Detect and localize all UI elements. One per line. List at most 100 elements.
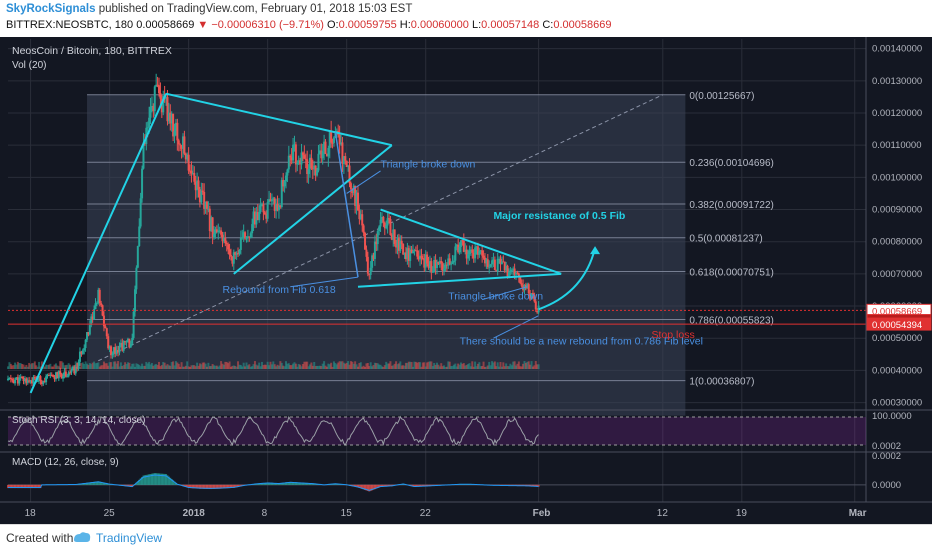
candle-body (378, 227, 380, 232)
fib-level-label: 0.618(0.00070751) (689, 267, 774, 278)
candle-body (158, 85, 160, 93)
x-tick-label: 19 (736, 508, 748, 519)
candle-body (206, 202, 208, 209)
candle-body (450, 264, 452, 265)
publish-info: published on TradingView.com, February 0… (99, 3, 413, 15)
candle-body (310, 158, 312, 168)
open-label: O: (327, 19, 339, 31)
candle-body (302, 153, 304, 156)
fib-level-label: 0.786(0.00055823) (689, 315, 774, 326)
candle-body (271, 200, 273, 202)
candle-body (296, 163, 298, 165)
candle-body (71, 370, 73, 372)
candle-body (316, 171, 318, 176)
chart-area[interactable]: 0(0.00125667) 0.236(0.00104696) 0.382(0.00… (0, 37, 932, 524)
candle-body (357, 193, 359, 211)
candle-body (111, 354, 113, 355)
candle-body (174, 131, 176, 136)
candle-body (483, 256, 485, 258)
tradingview-logo-icon (72, 530, 92, 544)
candle-body (459, 247, 461, 252)
candle-body (317, 154, 319, 171)
candle-body (440, 261, 442, 263)
candle-body (519, 277, 521, 284)
x-tick-label: 22 (420, 508, 432, 519)
candle-body (104, 326, 106, 328)
candle-body (426, 254, 428, 263)
candle-body (511, 270, 513, 271)
candle-body (394, 229, 396, 243)
candle-body (420, 256, 422, 258)
fib-level-label: 1(0.00036807) (689, 377, 754, 388)
candle-body (474, 247, 476, 258)
low-value: 0.00057148 (481, 19, 539, 31)
fib-level-label: 0.236(0.00104696) (689, 158, 774, 169)
candle-body (416, 250, 418, 256)
candle-body (82, 350, 84, 353)
candle-body (471, 250, 473, 253)
macd-line (8, 475, 539, 490)
annotation-label: Triangle broke down (448, 291, 543, 303)
fib-level-label: 0(0.00125667) (689, 91, 754, 102)
candle-body (481, 250, 483, 255)
x-tick-label: Feb (533, 508, 551, 519)
volume-bar (538, 364, 540, 369)
y-tick-label: 0.00100000 (872, 172, 922, 183)
candle-body (468, 250, 470, 254)
candle-body (178, 140, 180, 144)
candle-body (350, 183, 352, 189)
candle-body (308, 169, 310, 174)
candle-body (103, 316, 105, 327)
candle-body (238, 250, 240, 254)
y-tick-label: 0.00090000 (872, 205, 922, 216)
footer: Created with TradingView (0, 524, 932, 551)
fib-level-label: 0.382(0.00091722) (689, 200, 774, 211)
candle-body (188, 155, 190, 171)
candle-body (110, 346, 112, 355)
candle-body (264, 212, 266, 214)
price-chart[interactable]: 0(0.00125667) 0.236(0.00104696) 0.382(0.00… (0, 37, 932, 524)
candle-body (365, 250, 367, 257)
stop-loss-label: Stop loss (652, 329, 695, 341)
candle-body (200, 191, 202, 203)
y-tick-label: 0.00070000 (872, 269, 922, 280)
author-link[interactable]: SkyRockSignals (6, 3, 95, 15)
candle-body (21, 377, 23, 378)
candle-body (141, 169, 143, 199)
candle-body (148, 118, 150, 128)
tradingview-brand[interactable]: TradingView (96, 531, 162, 545)
candle-body (286, 169, 288, 175)
candle-body (138, 226, 140, 246)
candle-body (11, 379, 13, 380)
candle-body (176, 123, 178, 140)
y-tick-label: 0.00140000 (872, 44, 922, 55)
candle-body (130, 344, 132, 348)
annotation-label: Triangle broke down (381, 159, 476, 171)
candle-body (344, 156, 346, 161)
candle-body (377, 231, 379, 244)
candle-body (382, 217, 384, 223)
macd-tick: 0.0000 (872, 480, 901, 491)
candle-body (66, 376, 68, 377)
candle-body (322, 151, 324, 158)
candle-body (361, 214, 363, 225)
candle-body (285, 176, 287, 182)
candle-body (258, 212, 260, 220)
annotation-label: Rebound from Fib 0.618 (223, 284, 336, 296)
candle-body (123, 341, 125, 351)
candle-body (202, 191, 204, 192)
candle-body (154, 86, 156, 111)
y-tick-label: 0.00110000 (872, 140, 922, 151)
candle-body (295, 144, 297, 164)
candle-body (401, 241, 403, 244)
candle-body (412, 251, 414, 253)
candle-body (487, 259, 489, 267)
candle-body (83, 348, 85, 350)
candle-body (374, 242, 376, 259)
candle-body (292, 145, 294, 161)
low-label: L: (472, 19, 481, 31)
candle-body (497, 259, 499, 271)
candle-body (262, 204, 264, 212)
candle-body (284, 181, 286, 186)
candle-body (147, 127, 149, 128)
